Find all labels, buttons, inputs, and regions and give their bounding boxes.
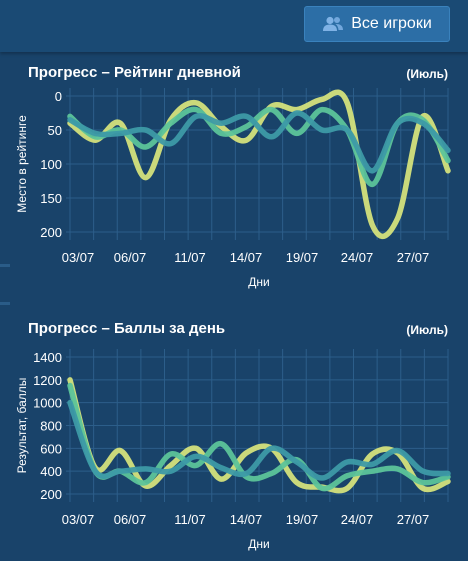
y-tick-label: 100 [40, 157, 62, 172]
panel-edge-marker [0, 264, 10, 267]
x-tick-label: 14/07 [230, 250, 263, 265]
y-axis-label: Место в рейтинге [15, 115, 29, 213]
y-tick-label: 800 [40, 419, 62, 434]
top-bar: Все игроки [0, 0, 468, 52]
series-line [67, 382, 451, 492]
y-tick-label: 600 [40, 441, 62, 456]
y-tick-label: 0 [55, 89, 62, 104]
users-icon [323, 16, 344, 31]
x-axis-label: Дни [248, 537, 269, 551]
points-chart-period: (Июль) [406, 323, 448, 337]
series-line [67, 399, 451, 481]
y-tick-label: 200 [40, 225, 62, 240]
series-line [67, 377, 451, 494]
x-tick-label: 06/07 [114, 512, 147, 527]
x-tick-label: 24/07 [341, 250, 374, 265]
y-tick-label: 400 [40, 464, 62, 479]
rank-chart-period: (Июль) [406, 67, 448, 81]
x-tick-label: 11/07 [174, 250, 206, 265]
x-tick-label: 19/07 [286, 512, 319, 527]
all-players-label: Все игроки [351, 15, 432, 32]
series-line [67, 106, 451, 188]
x-tick-label: 27/07 [397, 512, 430, 527]
y-tick-label: 1000 [33, 396, 62, 411]
all-players-button[interactable]: Все игроки [304, 6, 450, 42]
x-tick-label: 03/07 [62, 512, 95, 527]
points-chart-title: Прогресс – Баллы за день [28, 320, 226, 337]
x-tick-label: 06/07 [114, 250, 147, 265]
x-axis-label: Дни [248, 275, 269, 289]
x-tick-label: 11/07 [174, 512, 206, 527]
x-tick-label: 14/07 [230, 512, 263, 527]
y-axis-label: Результат, баллы [15, 378, 29, 474]
x-tick-label: 24/07 [341, 512, 374, 527]
series-line [67, 110, 451, 174]
y-tick-label: 1400 [33, 350, 62, 365]
y-tick-label: 50 [48, 123, 62, 138]
rank-chart-title: Прогресс – Рейтинг дневной [28, 64, 241, 81]
panel-edge-marker [0, 302, 10, 305]
x-tick-label: 19/07 [286, 250, 319, 265]
y-tick-label: 150 [40, 191, 62, 206]
x-tick-label: 03/07 [62, 250, 95, 265]
y-tick-label: 1200 [33, 373, 62, 388]
y-tick-label: 200 [40, 487, 62, 502]
x-tick-label: 27/07 [397, 250, 430, 265]
